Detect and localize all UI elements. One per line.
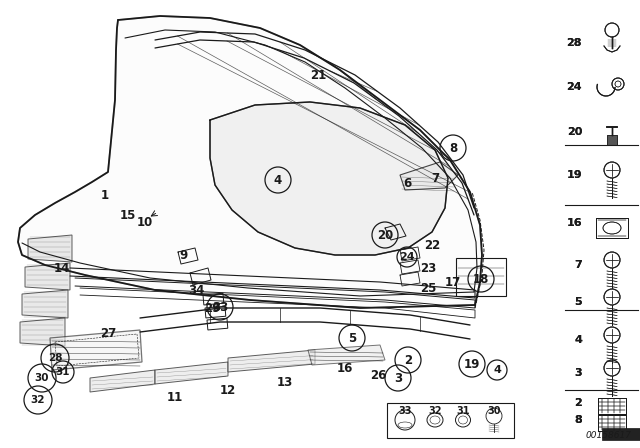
Text: 32: 32 bbox=[428, 406, 442, 416]
Text: 21: 21 bbox=[310, 69, 326, 82]
Bar bbox=[602, 428, 640, 440]
Bar bbox=[203, 293, 224, 305]
Polygon shape bbox=[155, 362, 228, 384]
Text: 15: 15 bbox=[120, 208, 136, 221]
Polygon shape bbox=[25, 263, 70, 290]
Bar bbox=[387, 403, 514, 438]
Polygon shape bbox=[400, 162, 458, 190]
Bar bbox=[607, 135, 617, 145]
Text: 13: 13 bbox=[277, 375, 293, 388]
Text: 25: 25 bbox=[420, 281, 436, 294]
Text: 9: 9 bbox=[179, 249, 187, 262]
Bar bbox=[598, 398, 626, 414]
Text: 27: 27 bbox=[100, 327, 116, 340]
Bar bbox=[598, 415, 626, 431]
Text: 19: 19 bbox=[566, 170, 582, 180]
Text: 7: 7 bbox=[574, 260, 582, 270]
Text: 23: 23 bbox=[420, 262, 436, 275]
Bar bbox=[596, 218, 628, 238]
Text: 00158617: 00158617 bbox=[586, 431, 632, 440]
Text: 16: 16 bbox=[337, 362, 353, 375]
Text: 28: 28 bbox=[566, 38, 582, 48]
Polygon shape bbox=[210, 102, 448, 255]
Text: 19: 19 bbox=[464, 358, 480, 370]
Text: 31: 31 bbox=[456, 406, 470, 416]
Polygon shape bbox=[22, 290, 68, 318]
Text: 10: 10 bbox=[137, 215, 153, 228]
Text: 5: 5 bbox=[348, 332, 356, 345]
Text: 1: 1 bbox=[101, 189, 109, 202]
Text: 33: 33 bbox=[212, 301, 228, 314]
Polygon shape bbox=[90, 370, 155, 392]
Text: 12: 12 bbox=[220, 383, 236, 396]
Text: 17: 17 bbox=[445, 276, 461, 289]
Text: 3: 3 bbox=[574, 368, 582, 378]
Polygon shape bbox=[50, 330, 142, 370]
Bar bbox=[607, 135, 617, 145]
Text: 11: 11 bbox=[167, 391, 183, 404]
Text: 28: 28 bbox=[566, 38, 582, 48]
Polygon shape bbox=[20, 318, 65, 346]
Text: 7: 7 bbox=[574, 260, 582, 270]
Text: 16: 16 bbox=[566, 218, 582, 228]
Text: 3: 3 bbox=[574, 368, 582, 378]
Text: 8: 8 bbox=[574, 415, 582, 425]
Text: 2: 2 bbox=[574, 398, 582, 408]
Text: 24: 24 bbox=[566, 82, 582, 92]
Polygon shape bbox=[18, 16, 482, 308]
Polygon shape bbox=[308, 345, 385, 365]
Text: 2: 2 bbox=[404, 353, 412, 366]
Polygon shape bbox=[28, 235, 72, 262]
Text: 19: 19 bbox=[566, 170, 582, 180]
Bar bbox=[596, 218, 628, 238]
Text: 14: 14 bbox=[54, 262, 70, 275]
Text: 20: 20 bbox=[566, 127, 582, 137]
Text: 26: 26 bbox=[370, 369, 386, 382]
Bar bbox=[598, 398, 626, 414]
Text: 24: 24 bbox=[399, 252, 415, 262]
Text: 30: 30 bbox=[487, 406, 500, 416]
Text: 3: 3 bbox=[394, 371, 402, 384]
Text: 29: 29 bbox=[204, 302, 220, 314]
Text: 2: 2 bbox=[574, 398, 582, 408]
Text: 18: 18 bbox=[473, 272, 489, 285]
Text: 4: 4 bbox=[574, 335, 582, 345]
Text: 4: 4 bbox=[493, 365, 501, 375]
Text: 31: 31 bbox=[56, 367, 70, 377]
Bar bbox=[598, 415, 626, 431]
Text: 8: 8 bbox=[574, 415, 582, 425]
Polygon shape bbox=[228, 350, 315, 372]
Text: 34: 34 bbox=[188, 284, 204, 297]
Text: 20: 20 bbox=[377, 228, 393, 241]
Text: 16: 16 bbox=[566, 218, 582, 228]
Text: 22: 22 bbox=[424, 238, 440, 251]
Text: 7: 7 bbox=[431, 172, 439, 185]
Text: 20: 20 bbox=[566, 127, 582, 137]
Text: 5: 5 bbox=[574, 297, 582, 307]
Text: 30: 30 bbox=[35, 373, 49, 383]
Text: 8: 8 bbox=[449, 142, 457, 155]
Bar bbox=[207, 318, 228, 330]
Bar bbox=[205, 306, 226, 318]
Text: 33: 33 bbox=[398, 406, 412, 416]
Text: 24: 24 bbox=[566, 82, 582, 92]
Text: 32: 32 bbox=[31, 395, 45, 405]
Text: 5: 5 bbox=[574, 297, 582, 307]
Text: 4: 4 bbox=[574, 335, 582, 345]
Text: 6: 6 bbox=[403, 177, 411, 190]
Text: 4: 4 bbox=[274, 173, 282, 186]
Bar bbox=[456, 258, 506, 296]
Text: 28: 28 bbox=[48, 353, 62, 363]
